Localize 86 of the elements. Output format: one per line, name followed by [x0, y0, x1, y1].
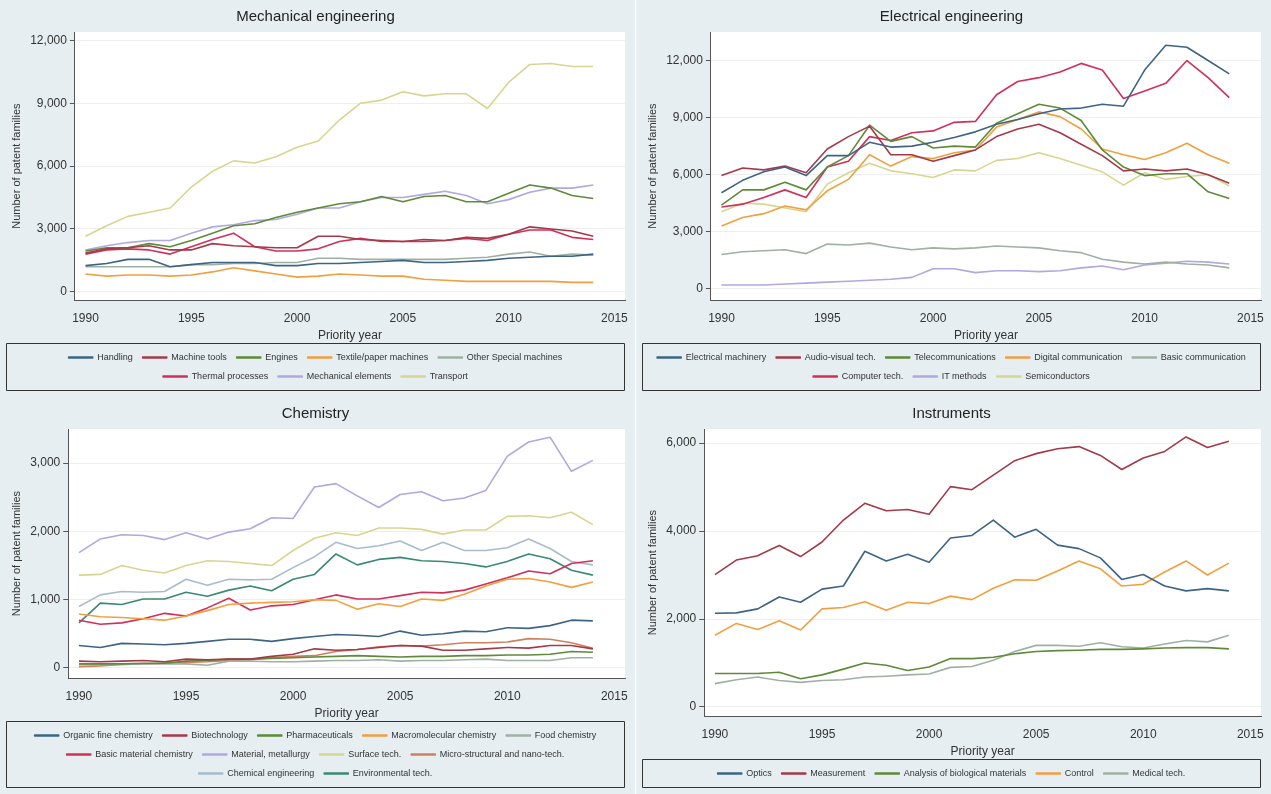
y-tick-label: 9,000 [36, 95, 68, 110]
x-tick-label: 2010 [493, 688, 521, 703]
y-axis-title: Number of patent families [645, 509, 658, 636]
x-tick-label: 2000 [283, 310, 311, 325]
legend-label: Measurement [810, 767, 866, 778]
legend-label: Handling [97, 351, 133, 362]
legend-label: Control [1064, 767, 1094, 778]
y-tick-label: 0 [689, 699, 697, 714]
chart-title: Electrical engineering [879, 7, 1024, 25]
legend-label: Surface tech. [348, 748, 402, 759]
x-tick-label: 2000 [919, 310, 947, 325]
legend-label: Basic communication [1160, 351, 1246, 362]
y-tick-label: 4,000 [666, 523, 697, 538]
legend-label: Material, metallurgy [231, 748, 311, 759]
legend-label: Food chemistry [534, 729, 597, 740]
legend-label: Electrical machinery [685, 351, 767, 362]
y-tick-label: 3,000 [36, 221, 68, 236]
x-tick-label: 2010 [1131, 310, 1159, 325]
chart-title: Chemistry [281, 404, 350, 422]
legend-label: IT methods [941, 370, 988, 381]
x-tick-label: 1995 [808, 726, 836, 741]
y-tick-label: 6,000 [36, 158, 68, 173]
legend-label: Macromolecular chemistry [391, 729, 497, 740]
y-tick-label: 6,000 [666, 435, 697, 450]
chart-title: Mechanical engineering [236, 7, 395, 25]
legend-label: Textile/paper machines [336, 351, 429, 362]
x-tick-label: 1990 [72, 310, 100, 325]
legend-label: Machine tools [171, 351, 228, 362]
y-tick-label: 12,000 [666, 52, 704, 67]
legend-label: Chemical engineering [227, 767, 315, 778]
x-tick-label: 2015 [601, 310, 629, 325]
y-axis-title: Number of patent families [9, 102, 22, 229]
y-axis-title: Number of patent families [645, 102, 658, 229]
legend-label: Other Special machines [466, 351, 563, 362]
x-tick-label: 2015 [600, 688, 628, 703]
x-tick-label: 2000 [915, 726, 943, 741]
legend-label: Biotechnology [191, 729, 249, 740]
x-tick-label: 1990 [701, 726, 729, 741]
x-axis-title: Priority year [314, 706, 379, 721]
legend-label: Thermal processes [191, 370, 269, 381]
chart-title: Instruments [912, 404, 991, 422]
legend-label: Digital communication [1034, 351, 1123, 362]
x-tick-label: 2010 [495, 310, 523, 325]
legend-label: Computer tech. [841, 370, 904, 381]
legend-label: Medical tech. [1132, 767, 1186, 778]
legend-label: Audio-visual tech. [804, 351, 876, 362]
x-axis-title: Priority year [953, 328, 1018, 343]
x-tick-label: 2005 [1022, 726, 1050, 741]
x-tick-label: 1990 [65, 688, 93, 703]
x-tick-label: 2005 [386, 688, 414, 703]
legend-label: Organic fine chemistry [63, 729, 154, 740]
x-axis-title: Priority year [950, 744, 1015, 759]
x-tick-label: 1990 [708, 310, 736, 325]
legend-label: Semiconductors [1025, 370, 1091, 381]
legend-label: Optics [746, 767, 773, 778]
x-tick-label: 2015 [1236, 726, 1264, 741]
legend-label: Telecommunications [914, 351, 997, 362]
x-tick-label: 1995 [177, 310, 205, 325]
legend-label: Engines [265, 351, 299, 362]
y-tick-label: 12,000 [30, 32, 68, 47]
x-tick-label: 2005 [389, 310, 417, 325]
x-tick-label: 1995 [172, 688, 200, 703]
legend-label: Environmental tech. [352, 767, 433, 778]
y-tick-label: 3,000 [30, 455, 61, 470]
y-tick-label: 0 [696, 281, 704, 296]
y-tick-label: 2,000 [666, 611, 697, 626]
y-tick-label: 9,000 [672, 109, 704, 124]
y-tick-label: 0 [53, 660, 61, 675]
y-tick-label: 3,000 [672, 224, 704, 239]
legend-label: Analysis of biological materials [903, 767, 1027, 778]
legend-label: Micro-structural and nano-tech. [439, 748, 565, 759]
x-tick-label: 2010 [1129, 726, 1157, 741]
x-tick-label: 1995 [813, 310, 841, 325]
legend-label: Transport [429, 370, 469, 381]
y-tick-label: 6,000 [672, 166, 704, 181]
y-tick-label: 1,000 [30, 592, 61, 606]
x-tick-label: 2000 [279, 688, 307, 703]
x-tick-label: 2015 [1237, 310, 1265, 325]
x-tick-label: 2005 [1025, 310, 1053, 325]
x-axis-title: Priority year [317, 328, 382, 343]
y-axis-title: Number of patent families [9, 490, 22, 617]
legend-label: Pharmaceuticals [286, 729, 354, 740]
y-tick-label: 0 [60, 284, 68, 299]
legend-label: Basic material chemistry [95, 748, 194, 759]
y-tick-label: 2,000 [30, 523, 61, 538]
legend-label: Mechanical elements [306, 370, 392, 381]
